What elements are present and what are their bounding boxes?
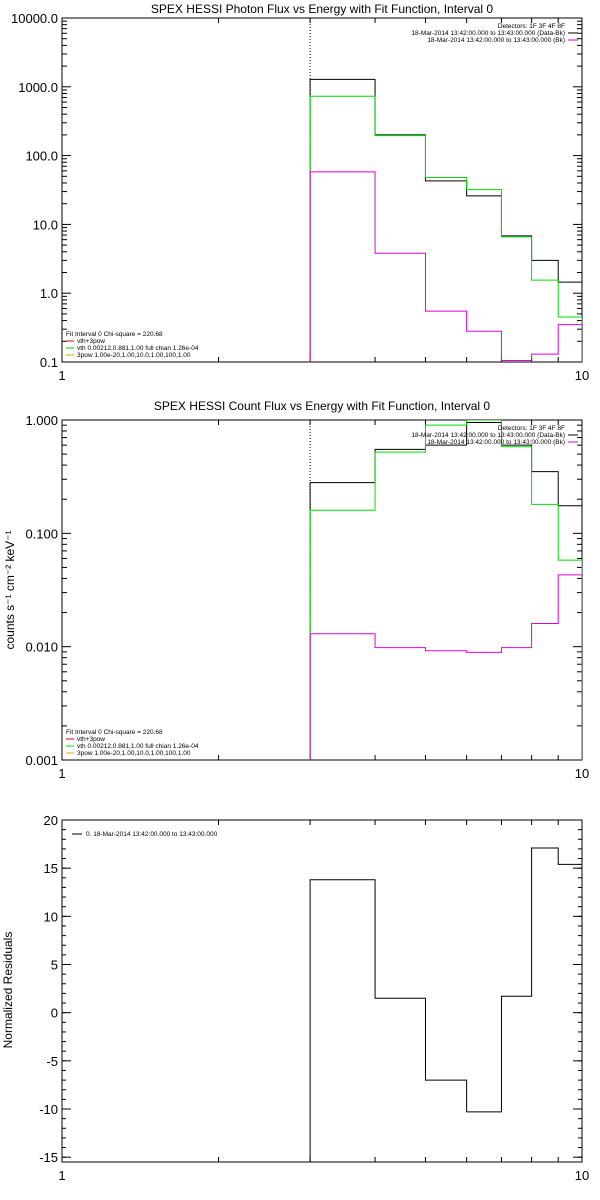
photon-flux-series-2-line [309, 171, 582, 362]
count-flux-fit-legend-text: Fit Interval 0 Chi-square = 220.68 [66, 729, 163, 736]
photon-flux-panel: SPEX HESSI Photon Flux vs Energy with Fi… [11, 2, 589, 383]
photon-flux-y-tick-label: 1.0 [40, 286, 58, 301]
photon-flux-fit-legend-text: vth 0.00212,0.881,1.00 full chian 1.26e-… [77, 345, 199, 352]
count-flux-fit-legend-text: 3pow 1.00e-20,1.00,10.0,1.00,100,1.00 [77, 750, 191, 757]
count-flux-title: SPEX HESSI Count Flux vs Energy with Fit… [154, 399, 490, 413]
count-flux-plot-frame [61, 419, 583, 761]
residuals-x-tick-label: 10 [575, 1168, 589, 1183]
photon-flux-legend-text: 18-Mar-2014 13:42:00.000 to 13:43:00.000… [411, 30, 565, 37]
count-flux-legend-text: 18-Mar-2014 13:42:00.000 to 13:43:00.000… [411, 432, 565, 439]
residuals-y-tick-label: 10 [44, 909, 58, 924]
photon-flux-legend-text: 18-Mar-2014 13:42:00.000 to 13:43:00.000… [427, 37, 565, 44]
photon-flux-y-tick-label: 100.0 [25, 149, 58, 164]
residuals-series-0-line [309, 847, 582, 1162]
photon-flux-y-tick-label: 0.1 [40, 355, 58, 370]
residuals-y-tick-label: -5 [46, 1054, 58, 1069]
residuals-panel: Normalized Residuals 1 10 -15 -10 -5 0 5 10 15 20… [1, 813, 589, 1183]
count-flux-legend-text: 18-Mar-2014 13:42:00.000 to 13:43:00.000… [427, 439, 565, 446]
count-flux-y-tick-label: 1.000 [25, 413, 58, 428]
photon-flux-y-tick-label: 1000.0 [18, 80, 58, 95]
residuals-y-tick-label: -10 [39, 1102, 58, 1117]
photon-flux-y-tick-label: 10000.0 [11, 11, 58, 26]
residuals-y-axis-label: Normalized Residuals [1, 932, 15, 1049]
count-flux-series-2-line [309, 574, 582, 760]
residuals-y-tick-label: 0 [51, 1006, 58, 1021]
count-flux-y-axis-label: counts s⁻¹ cm⁻² keV⁻¹ [3, 530, 17, 649]
count-flux-panel: SPEX HESSI Count Flux vs Energy with Fit… [3, 399, 589, 781]
count-flux-y-tick-label: 0.001 [25, 753, 58, 768]
photon-flux-x-tick-label: 1 [58, 368, 65, 383]
photon-flux-legend-text: Detectors: 1F 3F 4F 8F [498, 23, 565, 30]
photon-flux-series-1-line [309, 95, 582, 362]
count-flux-y-tick-label: 0.100 [25, 526, 58, 541]
residuals-legend-text: 0. 18-Mar-2014 13:42:00.000 to 13:43:00.… [86, 831, 218, 838]
residuals-y-tick-label: 20 [44, 813, 58, 828]
photon-flux-plot-frame [61, 17, 583, 363]
residuals-x-tick-label: 1 [58, 1168, 65, 1183]
photon-flux-title: SPEX HESSI Photon Flux vs Energy with Fi… [151, 2, 493, 16]
photon-flux-y-tick-label: 10.0 [33, 217, 58, 232]
photon-flux-fit-legend-text: 3pow 1.00e-20,1.00,10.0,1.00,100,1.00 [77, 352, 191, 359]
count-flux-x-tick-label: 1 [58, 766, 65, 781]
residuals-y-tick-label: 15 [44, 861, 58, 876]
residuals-plot-frame [61, 819, 583, 1163]
count-flux-fit-legend-text: vth+3pow [77, 736, 105, 743]
residuals-y-tick-label: 5 [51, 958, 58, 973]
count-flux-fit-legend-text: vth 0.00212,0.881,1.00 full chian 1.26e-… [77, 743, 199, 750]
residuals-y-tick-label: -15 [39, 1150, 58, 1165]
photon-flux-series-0-line [309, 78, 582, 362]
photon-flux-fit-legend-text: vth+3pow [77, 338, 105, 345]
count-flux-series-0-line [309, 422, 582, 760]
count-flux-series-1-line [309, 420, 582, 760]
count-flux-x-tick-label: 10 [575, 766, 589, 781]
photon-flux-fit-legend-text: Fit Interval 0 Chi-square = 220.68 [66, 331, 163, 338]
count-flux-y-tick-label: 0.010 [25, 640, 58, 655]
count-flux-legend-text: Detectors: 1F 3F 4F 8F [498, 425, 565, 432]
photon-flux-x-tick-label: 10 [575, 368, 589, 383]
